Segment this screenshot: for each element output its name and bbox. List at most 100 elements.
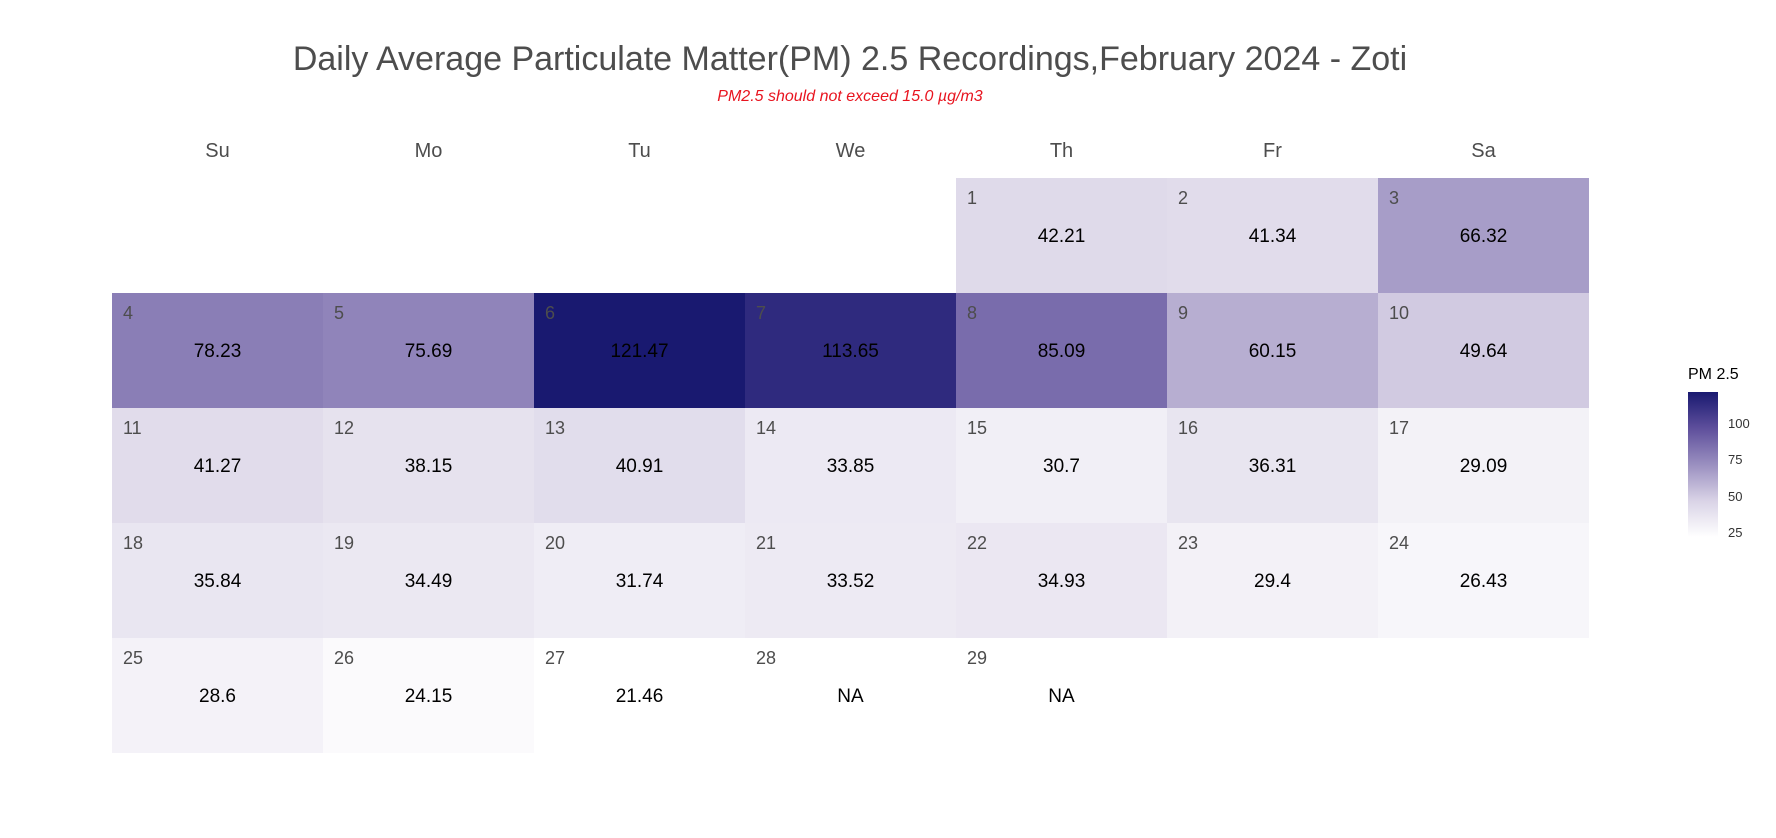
day-value-label: 75.69	[404, 341, 453, 362]
day-number: 10	[1389, 303, 1410, 323]
day-value-label: NA	[837, 686, 864, 707]
day-number: 7	[756, 303, 767, 323]
day-value-label: 26.43	[1459, 571, 1508, 592]
day-number: 5	[334, 303, 345, 323]
legend-tick-label: 50	[1728, 489, 1743, 504]
legend-tick-label: 100	[1728, 416, 1750, 431]
day-number: 17	[1389, 418, 1410, 438]
day-number: 27	[545, 648, 566, 668]
day-value-label: 85.09	[1037, 341, 1086, 362]
day-value-label: 49.64	[1459, 341, 1508, 362]
day-number: 28	[756, 648, 777, 668]
day-value-label: 42.21	[1037, 226, 1086, 247]
day-number: 3	[1389, 188, 1400, 208]
legend-tick-mark	[1718, 532, 1724, 533]
day-number: 29	[967, 648, 988, 668]
day-value-label: 29.09	[1459, 456, 1508, 477]
day-number: 16	[1178, 418, 1199, 438]
day-cell: 2 41.34	[1167, 178, 1378, 293]
day-cell: 19 34.49	[323, 523, 534, 638]
chart-title: Daily Average Particulate Matter(PM) 2.5…	[292, 40, 1408, 78]
day-value-label: 60.15	[1248, 341, 1297, 362]
day-number: 24	[1389, 533, 1410, 553]
day-cell: 7 113.65	[745, 293, 956, 408]
day-value-label: 34.93	[1037, 571, 1086, 592]
day-cell: 15 30.7	[956, 408, 1167, 523]
day-number: 26	[334, 648, 355, 668]
day-value-label: 30.7	[1043, 456, 1080, 477]
day-value-label: 66.32	[1459, 226, 1508, 247]
day-cell: 10 49.64	[1378, 293, 1589, 408]
day-value-label: 113.65	[822, 341, 879, 362]
day-value-label: 31.74	[615, 571, 664, 592]
day-cell: 6 121.47	[534, 293, 745, 408]
day-number: 14	[756, 418, 777, 438]
day-number: 25	[123, 648, 144, 668]
legend-tick-label: 25	[1728, 525, 1743, 540]
day-cell: 13 40.91	[534, 408, 745, 523]
day-value-label: 33.52	[826, 571, 875, 592]
day-number: 6	[545, 303, 556, 323]
day-value-label: 41.27	[193, 456, 242, 477]
legend-tick-mark	[1718, 423, 1724, 424]
day-number: 4	[123, 303, 134, 323]
day-number: 11	[123, 418, 142, 438]
day-cell: 3 66.32	[1378, 178, 1589, 293]
day-value-label: 28.6	[199, 686, 236, 707]
day-cell: 21 33.52	[745, 523, 956, 638]
legend-tick-mark	[1718, 459, 1724, 460]
day-number: 22	[967, 533, 988, 553]
day-number: 13	[545, 418, 566, 438]
day-number: 18	[123, 533, 144, 553]
day-number: 12	[334, 418, 355, 438]
day-cell: 18 35.84	[112, 523, 323, 638]
day-cell: 28 NA	[745, 638, 956, 753]
legend-tick-mark	[1718, 496, 1724, 497]
day-value-label: 78.23	[193, 341, 242, 362]
day-value-label: 40.91	[615, 456, 664, 477]
day-value-label: 36.31	[1248, 456, 1297, 477]
day-value-label: 34.49	[404, 571, 453, 592]
weekday-label: Sa	[1471, 140, 1496, 162]
day-number: 20	[545, 533, 566, 553]
day-cell: 9 60.15	[1167, 293, 1378, 408]
weekday-label: We	[835, 140, 866, 162]
weekday-label: Tu	[628, 140, 651, 162]
day-cell: 4 78.23	[112, 293, 323, 408]
legend-title: PM 2.5	[1688, 366, 1739, 383]
chart-subtitle: PM2.5 should not exceed 15.0 µg/m3	[717, 88, 983, 105]
day-cell: 11 41.27	[112, 408, 323, 523]
day-value-label: 41.34	[1248, 226, 1297, 247]
legend-color-bar	[1688, 392, 1718, 537]
day-value-label: NA	[1048, 686, 1075, 707]
day-value-label: 33.85	[826, 456, 875, 477]
day-cell: 20 31.74	[534, 523, 745, 638]
day-cell: 8 85.09	[956, 293, 1167, 408]
day-cell: 12 38.15	[323, 408, 534, 523]
day-number: 9	[1178, 303, 1189, 323]
day-cell: 5 75.69	[323, 293, 534, 408]
day-cell: 22 34.93	[956, 523, 1167, 638]
day-cell: 25 28.6	[112, 638, 323, 753]
day-value-label: 29.4	[1254, 571, 1291, 592]
day-cell: 26 24.15	[323, 638, 534, 753]
day-value-label: 38.15	[404, 456, 453, 477]
day-number: 19	[334, 533, 355, 553]
weekday-label: Fr	[1263, 140, 1282, 162]
day-cell: 14 33.85	[745, 408, 956, 523]
weekday-label: Th	[1049, 140, 1074, 162]
day-value-label: 24.15	[404, 686, 453, 707]
day-value-label: 35.84	[193, 571, 242, 592]
day-number: 21	[756, 533, 777, 553]
legend-tick-label: 75	[1728, 452, 1743, 467]
day-number: 15	[967, 418, 988, 438]
day-value-label: 121.47	[610, 341, 669, 362]
day-cell: 16 36.31	[1167, 408, 1378, 523]
day-number: 2	[1178, 188, 1189, 208]
day-cell: 1 42.21	[956, 178, 1167, 293]
day-number: 8	[967, 303, 978, 323]
weekday-label: Su	[205, 140, 230, 162]
day-cell: 23 29.4	[1167, 523, 1378, 638]
day-cell: 17 29.09	[1378, 408, 1589, 523]
